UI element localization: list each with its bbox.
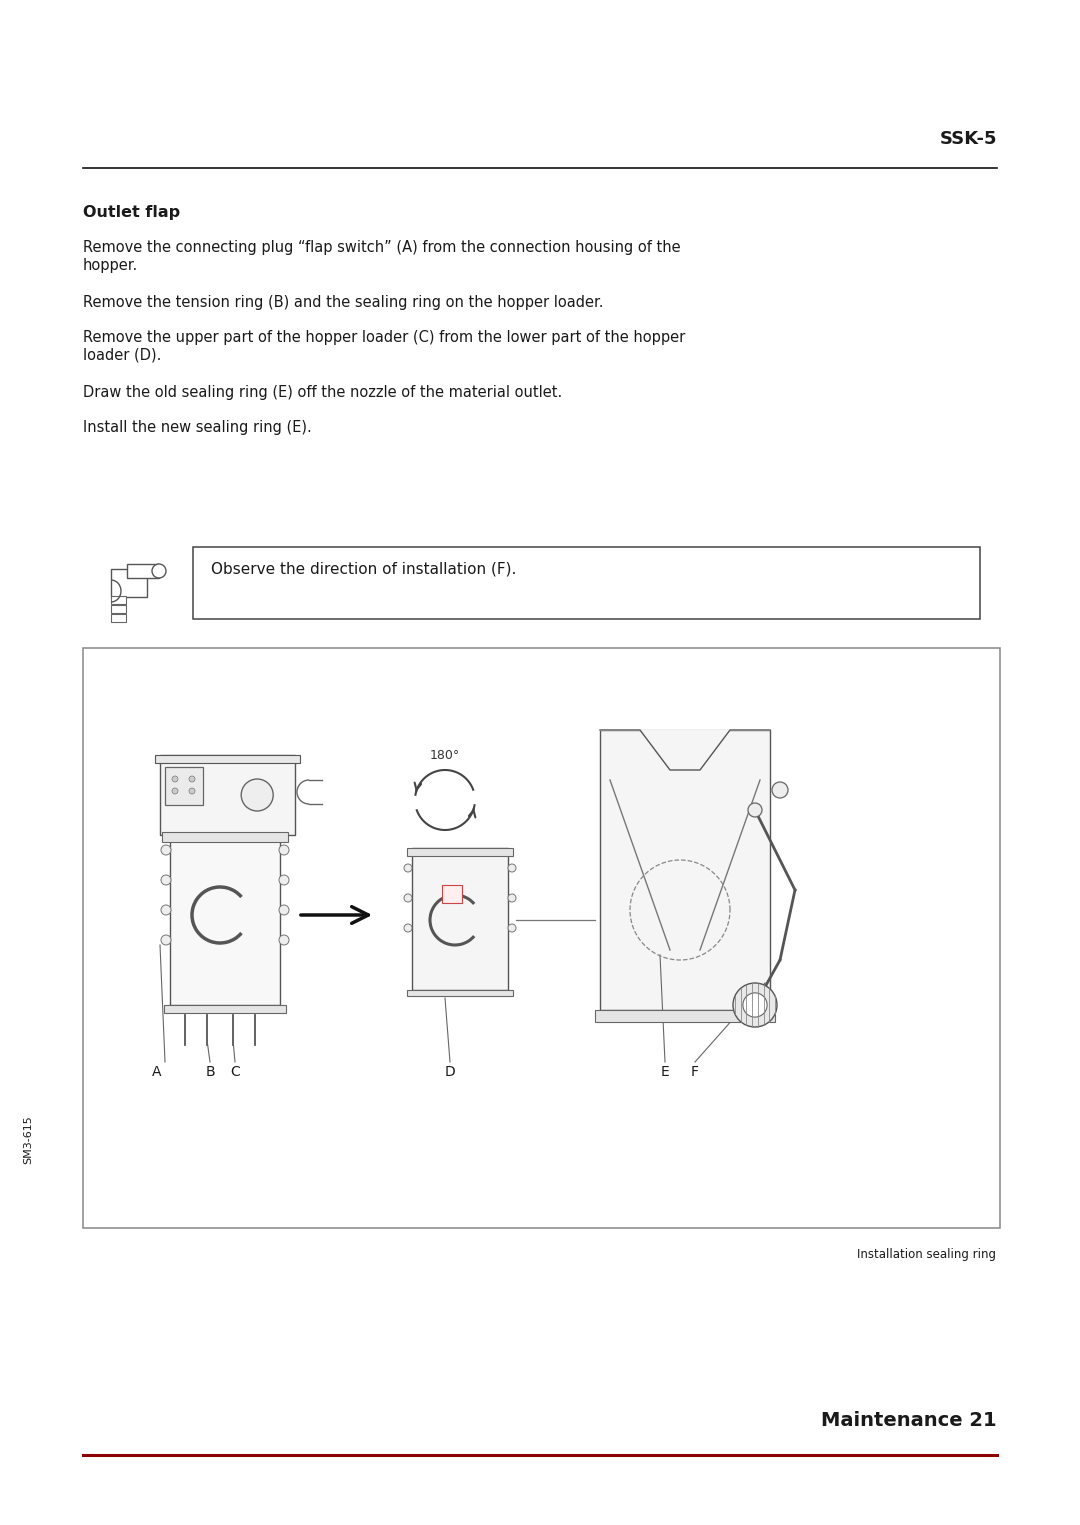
- Text: C: C: [230, 1064, 240, 1080]
- Circle shape: [508, 865, 516, 872]
- Circle shape: [161, 904, 171, 915]
- Circle shape: [152, 564, 166, 578]
- Text: Installation sealing ring: Installation sealing ring: [858, 1247, 996, 1261]
- Circle shape: [508, 924, 516, 932]
- Bar: [83, 648, 1000, 1228]
- Circle shape: [279, 845, 289, 856]
- Text: E: E: [661, 1064, 670, 1080]
- Text: SSK-5: SSK-5: [940, 130, 997, 148]
- Text: F: F: [691, 1064, 699, 1080]
- Text: 180°: 180°: [430, 749, 460, 762]
- Bar: [165, 767, 203, 805]
- Bar: [164, 1005, 286, 1013]
- Circle shape: [161, 935, 171, 945]
- Text: Remove the connecting plug “flap switch” (A) from the connection housing of the: Remove the connecting plug “flap switch”…: [83, 239, 680, 255]
- Circle shape: [748, 804, 762, 817]
- Circle shape: [743, 993, 767, 1017]
- Bar: [595, 1010, 775, 1022]
- Circle shape: [279, 875, 289, 884]
- Text: SM3-615: SM3-615: [23, 1116, 33, 1165]
- Text: Remove the tension ring (B) and the sealing ring on the hopper loader.: Remove the tension ring (B) and the seal…: [83, 294, 604, 310]
- Circle shape: [279, 904, 289, 915]
- Bar: [156, 755, 300, 762]
- Bar: [407, 990, 513, 996]
- Circle shape: [508, 894, 516, 901]
- Bar: [162, 833, 288, 842]
- Bar: [170, 830, 280, 1005]
- Circle shape: [279, 935, 289, 945]
- Circle shape: [404, 865, 411, 872]
- Bar: [111, 569, 147, 596]
- Bar: [111, 615, 126, 622]
- Text: B: B: [205, 1064, 215, 1080]
- Text: Observe the direction of installation (F).: Observe the direction of installation (F…: [211, 561, 516, 576]
- Bar: [193, 547, 980, 619]
- Circle shape: [172, 788, 178, 795]
- Text: Outlet flap: Outlet flap: [83, 204, 180, 220]
- Text: Maintenance 21: Maintenance 21: [822, 1411, 997, 1430]
- Circle shape: [404, 924, 411, 932]
- Bar: [160, 755, 295, 836]
- Text: hopper.: hopper.: [83, 258, 138, 273]
- Bar: [442, 884, 462, 903]
- Circle shape: [241, 779, 273, 811]
- Circle shape: [733, 984, 777, 1026]
- Circle shape: [189, 788, 195, 795]
- Text: loader (D).: loader (D).: [83, 348, 161, 363]
- Circle shape: [404, 894, 411, 901]
- Text: A: A: [152, 1064, 162, 1080]
- Bar: [111, 605, 126, 613]
- Text: Install the new sealing ring (E).: Install the new sealing ring (E).: [83, 419, 312, 435]
- Polygon shape: [600, 730, 770, 770]
- Bar: [127, 564, 159, 578]
- Text: D: D: [445, 1064, 456, 1080]
- Circle shape: [172, 776, 178, 782]
- Bar: [407, 848, 513, 856]
- Circle shape: [161, 875, 171, 884]
- Text: Draw the old sealing ring (E) off the nozzle of the material outlet.: Draw the old sealing ring (E) off the no…: [83, 384, 563, 400]
- Circle shape: [189, 776, 195, 782]
- Circle shape: [161, 845, 171, 856]
- Bar: [411, 848, 508, 990]
- Bar: [111, 596, 126, 604]
- Text: Remove the upper part of the hopper loader (C) from the lower part of the hopper: Remove the upper part of the hopper load…: [83, 329, 685, 345]
- Circle shape: [772, 782, 788, 798]
- Bar: [600, 730, 770, 1010]
